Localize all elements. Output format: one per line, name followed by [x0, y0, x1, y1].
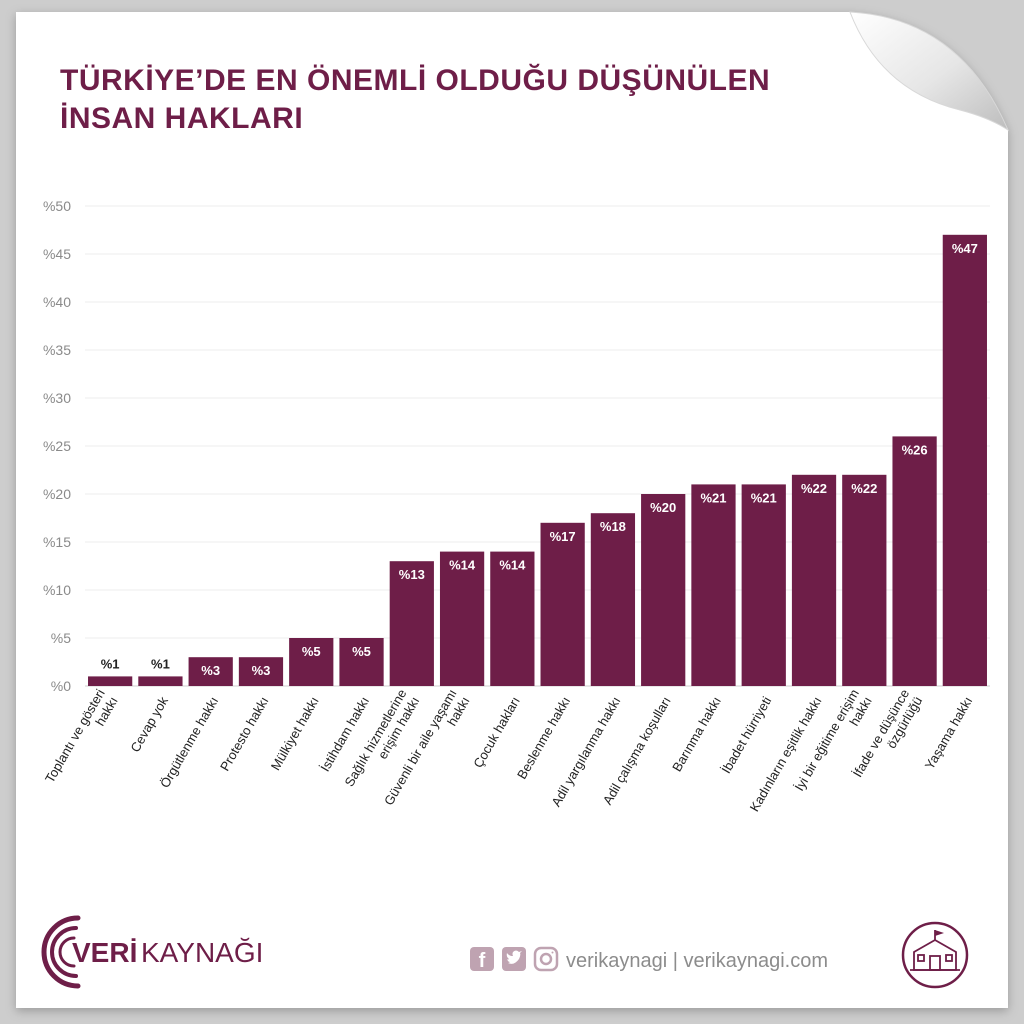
bar [942, 234, 987, 687]
facebook-icon[interactable]: f [470, 947, 494, 972]
x-tick-label-line: Çocuk hakları [470, 694, 523, 770]
bar [389, 561, 434, 686]
y-tick-label: %30 [43, 390, 71, 406]
x-tick-label-line: Protesto hakkı [217, 694, 272, 773]
svg-text:f: f [479, 950, 486, 972]
paper-sheet [16, 12, 1008, 1008]
bars [88, 234, 987, 687]
bar [540, 522, 585, 686]
bar-value-label: %18 [600, 519, 626, 534]
bar [339, 638, 384, 686]
bar-value-label: %21 [751, 490, 777, 505]
instagram-icon[interactable] [533, 946, 559, 972]
bar-value-label: %14 [449, 558, 476, 573]
x-tick-label-line: Yaşama hakkı [922, 694, 976, 772]
bar [188, 657, 233, 686]
gridlines [85, 205, 990, 687]
bar-value-label: %1 [101, 656, 120, 671]
chart-title-line-2: İNSAN HAKLARI [60, 102, 303, 135]
bar-value-label: %3 [252, 663, 271, 678]
y-tick-label: %50 [43, 198, 71, 214]
bar [138, 676, 183, 686]
x-tick-label: Barınma hakkı [669, 694, 724, 774]
x-tick-label-line: Barınma hakkı [669, 694, 724, 774]
x-tick-label: Yaşama hakkı [922, 694, 976, 772]
y-tick-label: %10 [43, 582, 71, 598]
bar-value-label: %47 [952, 241, 978, 256]
bar-value-label: %26 [902, 442, 928, 457]
y-tick-label: %35 [43, 342, 71, 358]
bar [741, 484, 786, 686]
bar-value-label: %13 [399, 567, 425, 582]
x-tick-label-line: Cevap yok [127, 694, 171, 755]
bar-value-label: %1 [151, 656, 170, 671]
bar [88, 676, 133, 686]
y-tick-label: %5 [51, 630, 71, 646]
bar-value-label: %22 [801, 481, 827, 496]
x-tick-label: Beslenme hakkı [514, 694, 573, 782]
y-tick-label: %40 [43, 294, 71, 310]
y-axis-ticks: %0 %5 %10 %15 %20 %25 %30 %35 %40 %45 %50 [43, 198, 71, 694]
value-labels: %1 %1 %3 %3 %5 %5 %13 %14 %14 %17 %18 %20 %21 %21 %22%… [101, 241, 978, 678]
x-tick-label-line: Beslenme hakkı [514, 694, 573, 782]
social-handle-text: verikaynagi | verikaynagi.com [566, 950, 828, 972]
x-tick-label: Mülkiyet hakkı [268, 694, 322, 773]
bar [892, 436, 937, 686]
x-tick-label: İbadet hürriyeti [718, 694, 774, 776]
bar-value-label: %21 [700, 490, 726, 505]
y-tick-label: %15 [43, 534, 71, 550]
bar-value-label: %17 [550, 529, 576, 544]
y-tick-label: %45 [43, 246, 71, 262]
x-tick-label: Çocuk hakları [470, 694, 523, 770]
bar-value-label: %14 [499, 558, 526, 573]
y-tick-label: %20 [43, 486, 71, 502]
bar-value-label: %22 [851, 481, 877, 496]
x-tick-label-line: İbadet hürriyeti [718, 694, 774, 776]
bar [791, 474, 837, 686]
y-tick-label: %25 [43, 438, 71, 454]
bar [490, 551, 535, 686]
bar [590, 513, 636, 686]
bar-value-label: %5 [352, 644, 371, 659]
bar-value-label: %3 [201, 663, 220, 678]
logo-arcs-icon [41, 915, 81, 989]
school-building-icon [901, 921, 969, 989]
brand-veri: VERİ [72, 937, 137, 968]
bar [238, 657, 284, 686]
x-tick-label: Protesto hakkı [217, 694, 272, 773]
brand-kaynagi: KAYNAĞI [141, 937, 263, 968]
chart-title-line-1: TÜRKİYE’DE EN ÖNEMLİ OLDUĞU DÜŞÜNÜLEN [60, 63, 770, 97]
bar [439, 551, 485, 686]
bar [289, 638, 334, 686]
bar [691, 484, 736, 686]
x-tick-label: Cevap yok [127, 694, 171, 755]
page-curl [849, 11, 1010, 132]
bar-value-label: %5 [302, 644, 321, 659]
bar [842, 474, 887, 686]
veri-kaynagi-logo: VERİ KAYNAĞI [41, 915, 263, 989]
twitter-icon[interactable] [502, 947, 526, 971]
x-tick-label-line: Mülkiyet hakkı [268, 694, 322, 773]
bar [641, 494, 686, 686]
y-tick-label: %0 [51, 678, 71, 694]
bar-value-label: %20 [650, 500, 676, 515]
x-tick-label-line: Toplantı ve gösteri [42, 686, 108, 785]
